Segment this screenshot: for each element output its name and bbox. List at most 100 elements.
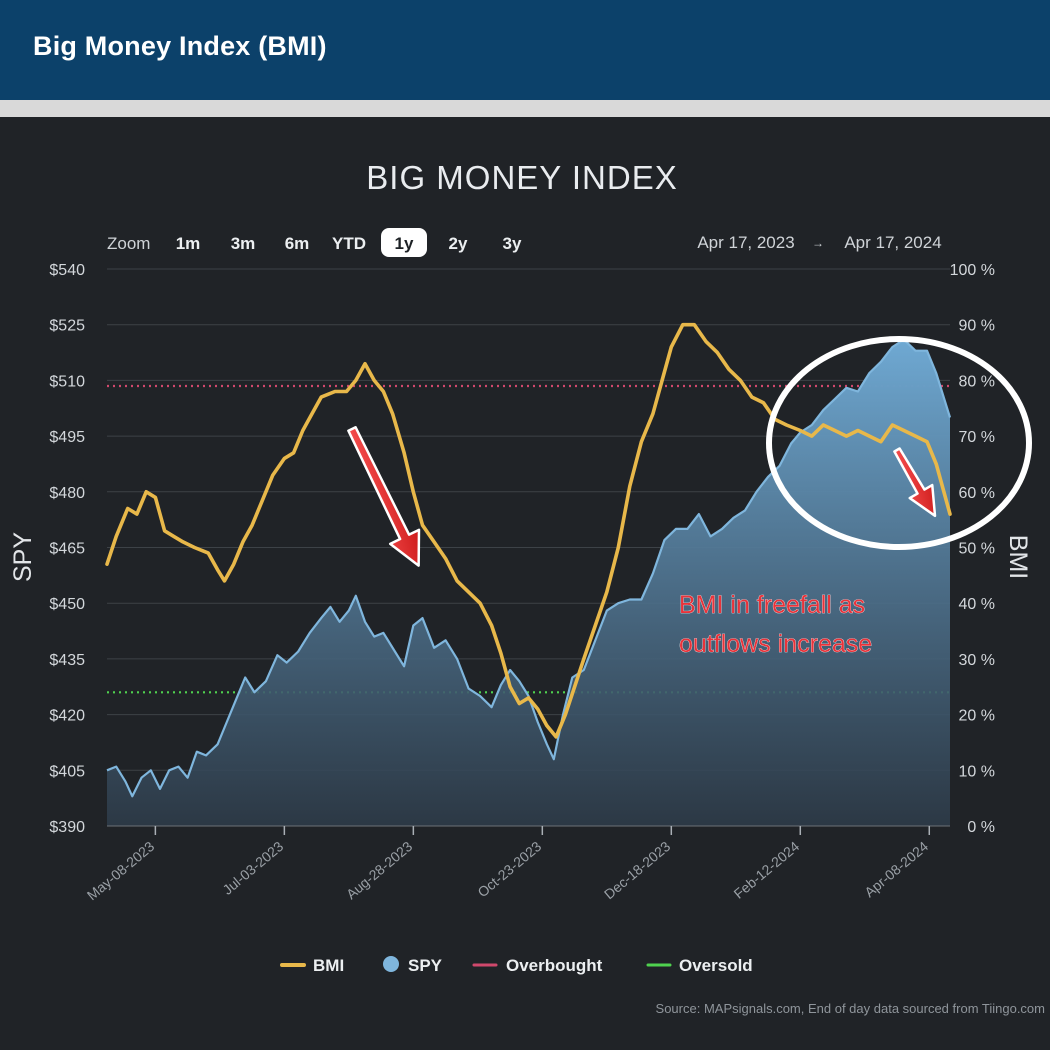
bmi-point <box>373 379 376 382</box>
spy-point <box>140 777 142 779</box>
header-divider <box>0 100 1050 117</box>
down-arrow-icon <box>893 447 937 518</box>
bmi-point <box>750 396 753 399</box>
bmi-point <box>403 451 406 454</box>
bmi-point <box>617 546 620 549</box>
spy-point <box>755 491 757 493</box>
range-to[interactable]: Apr 17, 2024 <box>844 233 941 252</box>
zoom-option-3m[interactable]: 3m <box>231 234 256 253</box>
spy-point <box>338 621 340 623</box>
bmi-point <box>363 362 366 365</box>
bmi-point <box>681 323 684 326</box>
zoom-selected-highlight <box>381 228 427 257</box>
zoom-option-1m[interactable]: 1m <box>176 234 201 253</box>
spy-point <box>253 691 255 693</box>
spy-point <box>403 665 405 667</box>
bmi-point <box>455 579 458 582</box>
y-left-tick-label: $390 <box>49 819 85 836</box>
spy-point <box>868 372 870 374</box>
bmi-point <box>216 568 219 571</box>
bmi-point <box>283 457 286 460</box>
spy-point <box>244 676 246 678</box>
bmi-point <box>810 435 813 438</box>
bmi-point <box>935 462 938 465</box>
y-right-tick-label: 90 % <box>959 318 995 335</box>
bmi-point <box>135 512 138 515</box>
y-right-tick-label: 0 % <box>967 819 995 836</box>
bmi-point <box>333 390 336 393</box>
y-right-tick-label: 100 % <box>950 262 995 279</box>
spy-point <box>196 751 198 753</box>
bmi-point <box>432 540 435 543</box>
zoom-option-1y[interactable]: 1y <box>395 234 414 253</box>
bmi-point <box>573 685 576 688</box>
spy-point <box>348 609 350 611</box>
bmi-point <box>640 440 643 443</box>
down-arrow-icon <box>347 425 421 567</box>
bmi-point <box>391 412 394 415</box>
spy-area <box>107 339 950 826</box>
bmi-point <box>704 340 707 343</box>
legend-bmi-label[interactable]: BMI <box>313 956 344 975</box>
spy-point <box>382 632 384 634</box>
bmi-series-line <box>105 322 952 739</box>
spy-point <box>216 743 218 745</box>
spy-point <box>394 650 396 652</box>
spy-point <box>640 598 642 600</box>
bmi-point <box>693 323 696 326</box>
spy-point <box>308 632 310 634</box>
bmi-point <box>232 563 235 566</box>
y-left-tick-label: $540 <box>49 262 85 279</box>
bmi-point <box>527 696 530 699</box>
spy-point <box>686 528 688 530</box>
zoom-option-2y[interactable]: 2y <box>449 234 468 253</box>
spy-point <box>412 624 414 626</box>
y-axis-left-ticks: $390 $405 $420 $435 $450 $465 $480 $495 $510 $525… <box>49 262 85 836</box>
spy-point <box>131 795 133 797</box>
spy-point <box>698 513 700 515</box>
x-axis-ticks: May-08-2023 Jul-03-2023 Aug-28-2023 Oct-23-… <box>84 825 950 903</box>
y-left-tick-label: $465 <box>49 541 85 558</box>
bmi-chart: BIG MONEY INDEX Zoom 1m 3m 6m YTD 1y 2y … <box>9 159 1045 1016</box>
spy-point <box>790 442 792 444</box>
bmi-point <box>545 724 548 727</box>
bmi-point <box>879 440 882 443</box>
spy-point <box>168 769 170 771</box>
y-left-tick-label: $480 <box>49 485 85 502</box>
bmi-point <box>948 512 951 515</box>
spy-point <box>329 606 331 608</box>
bmi-point <box>320 396 323 399</box>
y-left-tick-label: $450 <box>49 596 85 613</box>
zoom-option-ytd[interactable]: YTD <box>332 234 366 253</box>
spy-point <box>845 387 847 389</box>
bmi-point <box>833 429 836 432</box>
spy-point <box>744 509 746 511</box>
range-from[interactable]: Apr 17, 2023 <box>697 233 794 252</box>
x-tick-label: Aug-28-2023 <box>343 838 415 902</box>
y-axis-right-label: BMI <box>1004 535 1032 579</box>
spy-point <box>467 687 469 689</box>
bmi-point <box>251 524 254 527</box>
spy-point <box>115 765 117 767</box>
legend-overbought-label[interactable]: Overbought <box>506 956 603 975</box>
legend-spy-label[interactable]: SPY <box>408 956 443 975</box>
bmi-point <box>518 702 521 705</box>
annotation-line-1: BMI in freefall as <box>679 591 865 619</box>
bmi-point <box>292 451 295 454</box>
zoom-option-6m[interactable]: 6m <box>285 234 310 253</box>
spy-point <box>106 769 108 771</box>
spy-point <box>663 539 665 541</box>
y-left-tick-label: $510 <box>49 373 85 390</box>
bmi-point <box>914 435 917 438</box>
legend-oversold-label[interactable]: Oversold <box>679 956 753 975</box>
spy-point <box>778 465 780 467</box>
spy-point <box>857 390 859 392</box>
spy-point <box>935 372 937 374</box>
zoom-option-3y[interactable]: 3y <box>503 234 522 253</box>
spy-point <box>433 647 435 649</box>
bmi-point <box>345 390 348 393</box>
y-left-tick-label: $435 <box>49 652 85 669</box>
spy-point <box>537 721 539 723</box>
y-right-tick-label: 10 % <box>959 763 995 780</box>
bmi-point <box>412 490 415 493</box>
